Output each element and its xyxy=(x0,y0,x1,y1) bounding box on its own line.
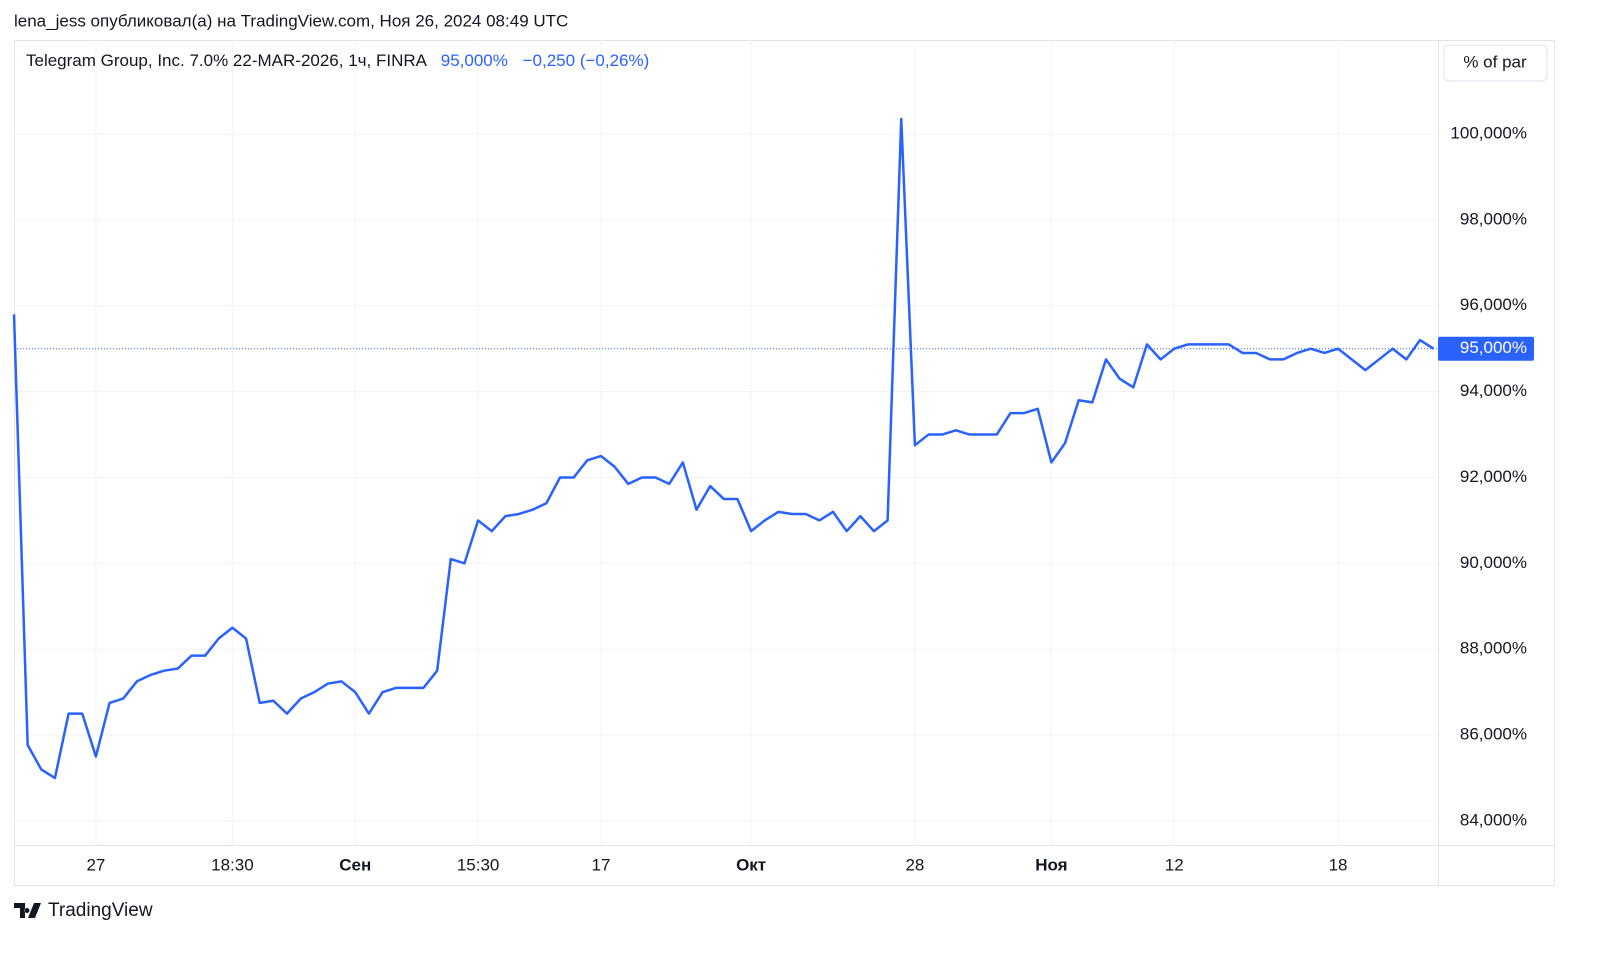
y-tick-label: 86,000% xyxy=(1460,725,1527,744)
x-tick-label: 27 xyxy=(86,855,105,874)
legend-price: 95,000% xyxy=(441,51,508,70)
y-tick-label: 94,000% xyxy=(1460,381,1527,400)
last-price-label: 95,000% xyxy=(1460,338,1527,357)
unit-button[interactable] xyxy=(1443,44,1548,82)
chart-frame xyxy=(14,40,1555,886)
unit-button-label[interactable]: % of par xyxy=(1463,52,1527,71)
y-tick-label: 96,000% xyxy=(1460,295,1527,314)
last-price-badge xyxy=(1438,336,1534,361)
x-tick-label: Окт xyxy=(736,855,766,874)
y-tick-label: 90,000% xyxy=(1460,553,1527,572)
x-tick-label: 18:30 xyxy=(211,855,254,874)
header: lena_jess опубликовал(а) на TradingView.… xyxy=(14,11,568,30)
plot xyxy=(12,117,1438,780)
legend: Telegram Group, Inc. 7.0% 22-MAR-2026, 1… xyxy=(26,51,649,70)
logo xyxy=(14,903,41,918)
x-tick-label: Сен xyxy=(339,855,371,874)
y-tick-label: 84,000% xyxy=(1460,810,1527,829)
x-tick-label: Ноя xyxy=(1035,855,1067,874)
x-tick-label: 15:30 xyxy=(457,855,500,874)
price-line-series xyxy=(12,117,1435,780)
legend-symbol: Telegram Group, Inc. 7.0% 22-MAR-2026, 1… xyxy=(26,51,428,70)
grid xyxy=(14,40,1438,845)
x-tick-label: 28 xyxy=(905,855,924,874)
x-tick-label: 17 xyxy=(591,855,610,874)
x-tick-label: 12 xyxy=(1165,855,1184,874)
y-tick-label: 98,000% xyxy=(1460,209,1527,228)
footer-brand: TradingView xyxy=(48,900,153,921)
legend-change: −0,250 (−0,26%) xyxy=(523,51,650,70)
y-tick-label: 100,000% xyxy=(1450,124,1527,143)
y-tick-label: 88,000% xyxy=(1460,639,1527,658)
x-tick-label: 18 xyxy=(1329,855,1348,874)
y-tick-label: 92,000% xyxy=(1460,467,1527,486)
